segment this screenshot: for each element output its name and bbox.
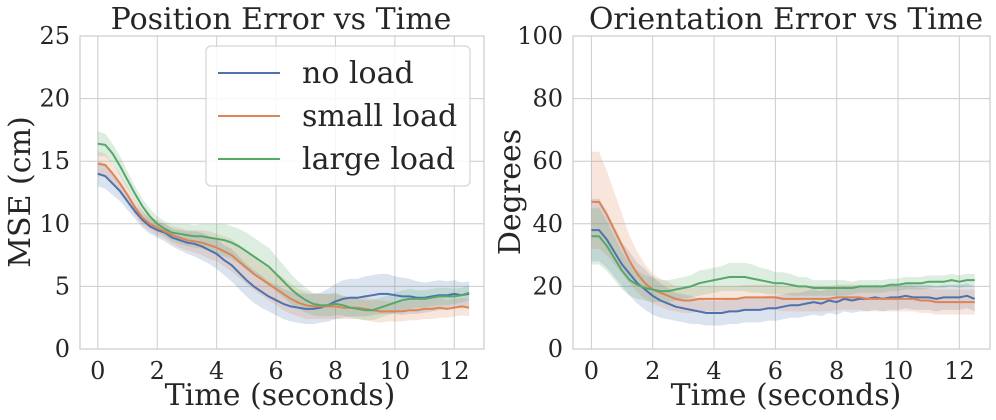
legend-box [205,45,471,187]
series-line-no-load [97,172,470,310]
orientation-error-yticks: 0 20 40 60 80 100 [517,22,563,363]
position-error-ylabel: MSE (cm) [3,116,38,267]
ytick-label: 40 [532,210,563,238]
orientation-error-chart: 0 2 4 6 8 10 12 0 20 40 60 80 100 Orientation Error… [493,2,991,413]
ytick-label: 80 [532,85,563,113]
ytick-label: 0 [548,335,563,363]
xtick-label: 4 [209,357,224,385]
ytick-label: 15 [39,147,70,175]
position-error-title: Position Error vs Time [111,2,452,37]
legend: no load small load large load [205,45,471,187]
ytick-label: 20 [532,272,563,300]
xtick-label: 6 [268,357,283,385]
xtick-label: 12 [944,357,975,385]
series-line-no-load [591,229,976,314]
position-error-chart: 0 2 4 6 8 10 12 0 5 10 15 20 25 Position Error vs T… [3,2,485,413]
position-error-xticks: 0 2 4 6 8 10 12 [90,357,469,385]
xtick-label: 8 [328,357,343,385]
legend-label-no-load: no load [302,56,414,91]
xtick-label: 6 [768,357,783,385]
band-no-load [591,198,975,326]
position-error-xlabel: Time (seconds) [165,378,396,413]
series-line-large-load [97,142,470,312]
legend-label-large-load: large load [302,142,455,177]
xtick-label: 10 [883,357,914,385]
ytick-label: 60 [532,147,563,175]
series-line-large-load [591,235,975,293]
ytick-label: 5 [55,272,70,300]
position-error-yticks: 0 5 10 15 20 25 [39,22,70,363]
position-error-lines [97,142,470,313]
orientation-error-ylabel: Degrees [493,129,528,255]
xtick-label: 0 [90,357,105,385]
ytick-label: 20 [39,85,70,113]
xtick-label: 12 [439,357,470,385]
orientation-error-lines [591,200,976,314]
orientation-error-xlabel: Time (seconds) [671,378,902,413]
position-error-plot-frame [79,35,485,350]
orientation-error-xticks: 0 2 4 6 8 10 12 [584,357,975,385]
ytick-label: 0 [55,335,70,363]
xtick-label: 10 [380,357,411,385]
xtick-label: 2 [645,357,660,385]
orientation-error-plot-frame [572,35,991,350]
ytick-label: 25 [39,22,70,50]
ytick-label: 10 [39,210,70,238]
xtick-label: 2 [150,357,165,385]
xtick-label: 4 [706,357,721,385]
xtick-label: 0 [584,357,599,385]
series-line-small-load [97,162,470,313]
orientation-error-title: Orientation Error vs Time [589,2,983,37]
xtick-label: 8 [829,357,844,385]
band-large-load [591,208,975,303]
legend-label-small-load: small load [302,99,457,134]
band-no-load [97,161,470,324]
ytick-label: 100 [517,22,563,50]
